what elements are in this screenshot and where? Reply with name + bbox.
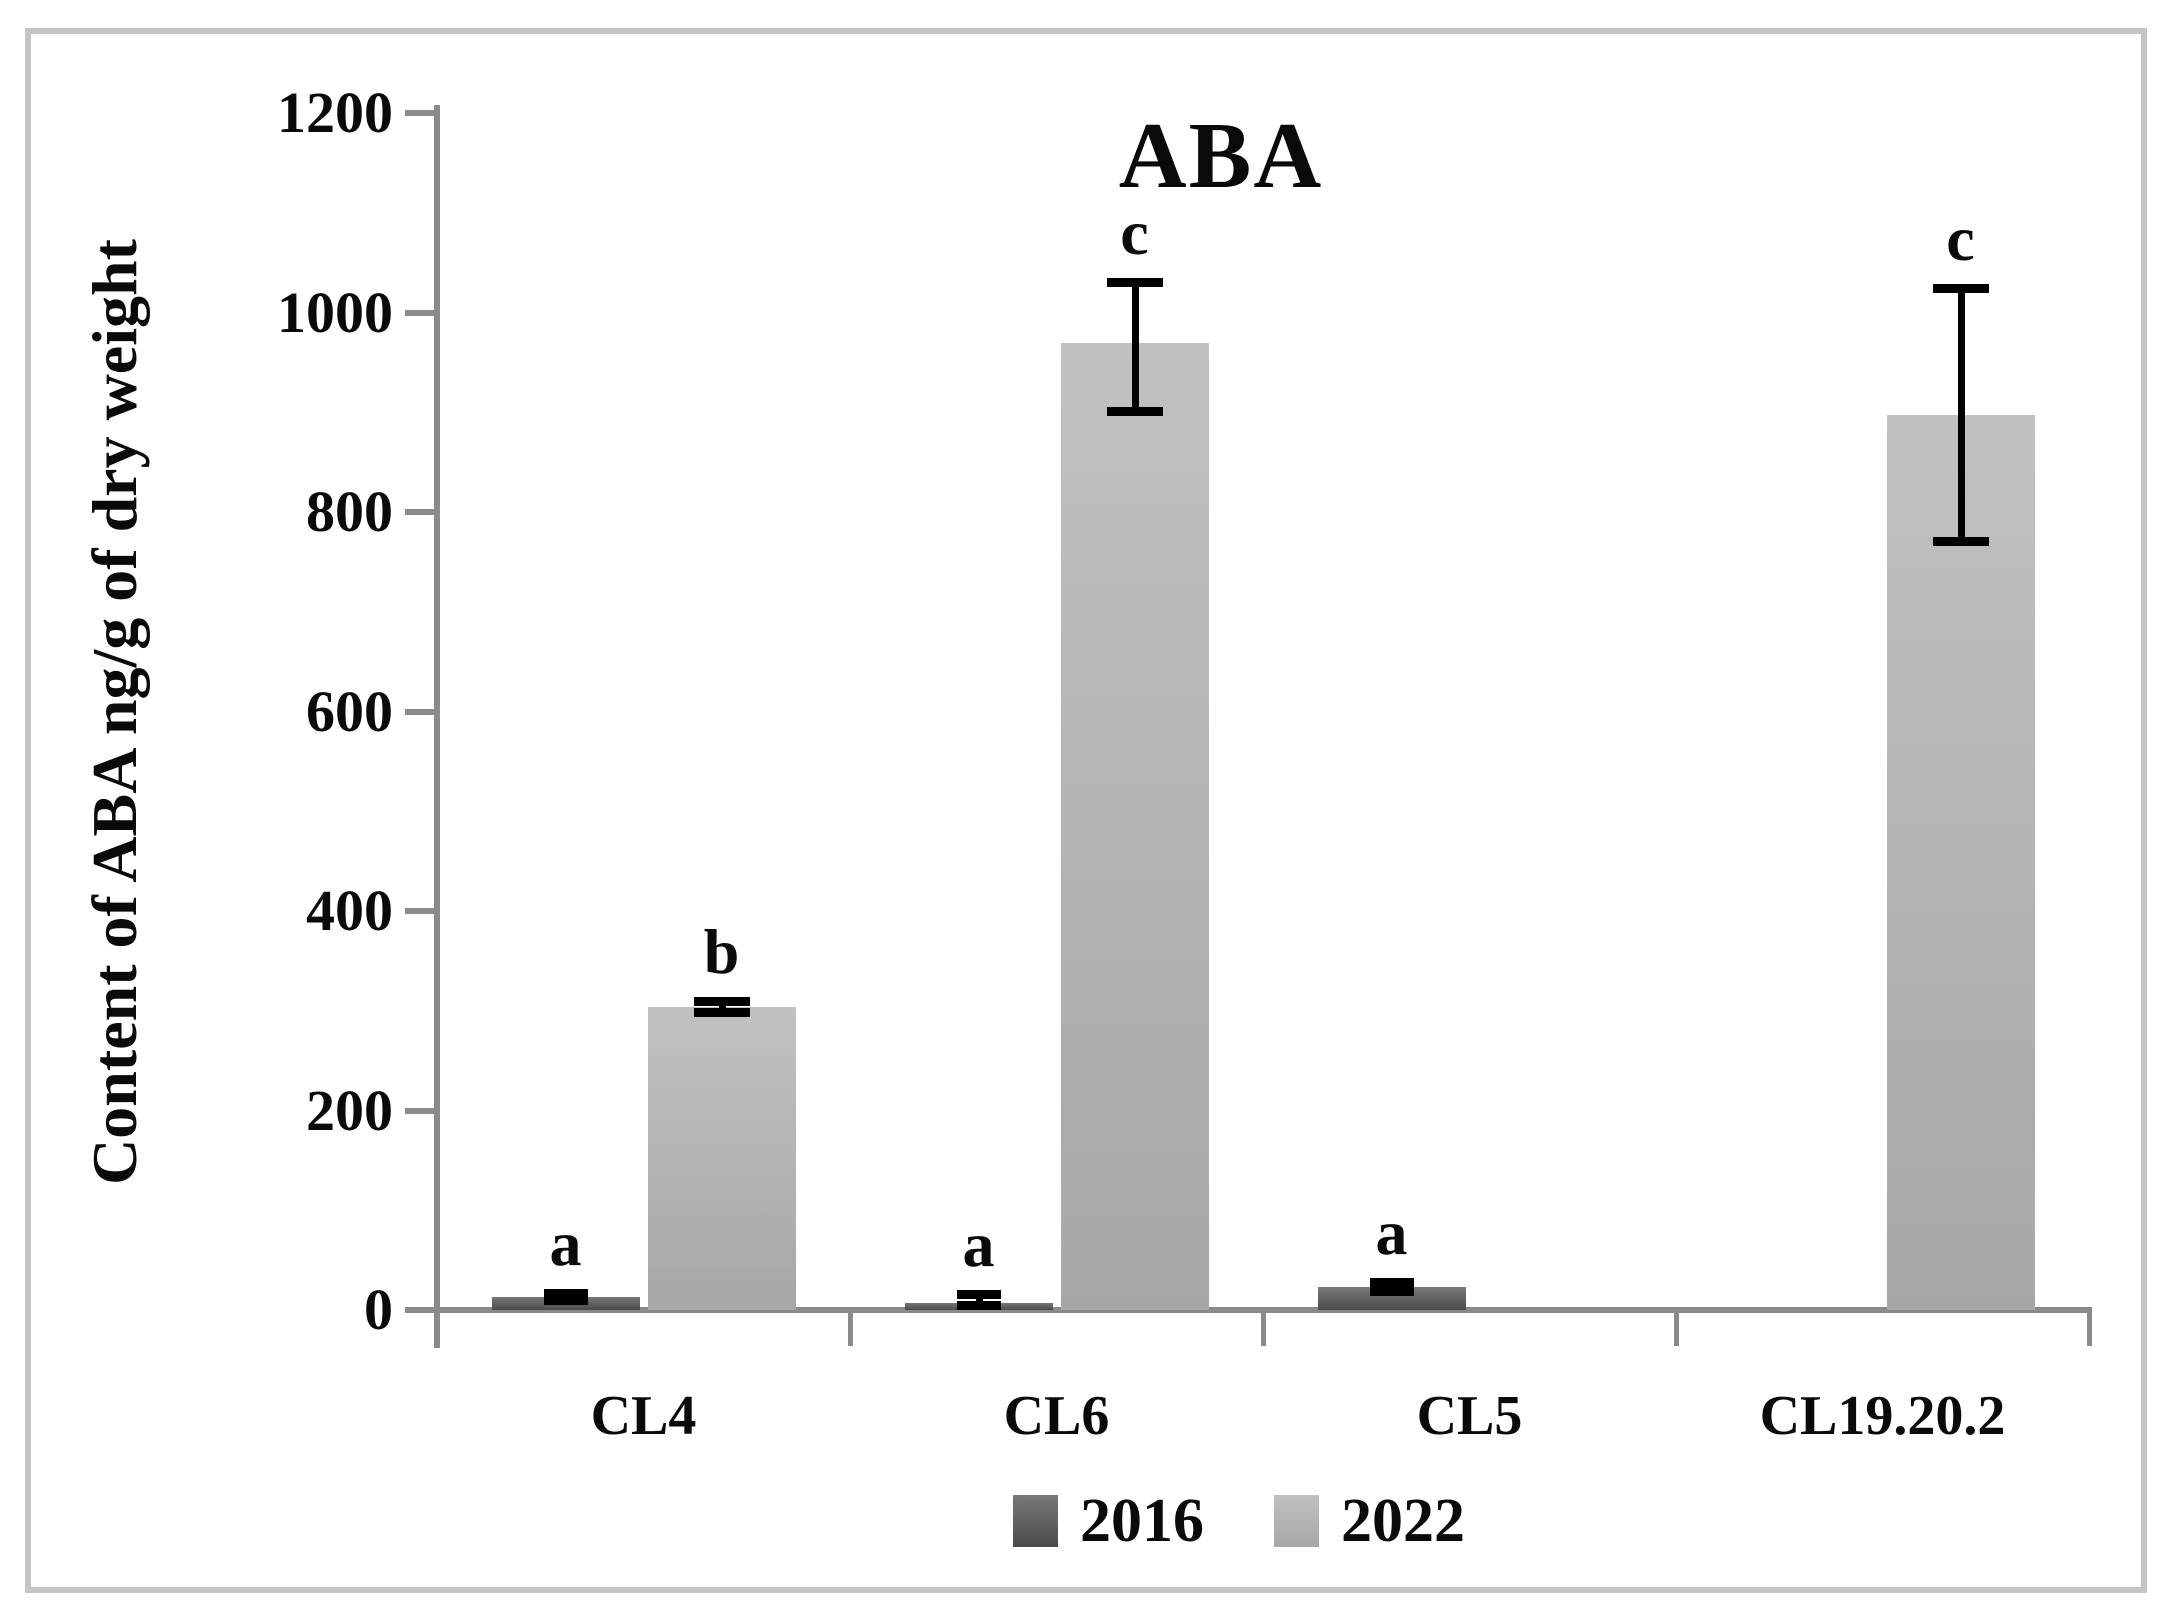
legend: 2016 2022 — [1013, 1490, 1465, 1552]
error-bar-cap-top — [1369, 1278, 1414, 1288]
y-tick-label: 1000 — [277, 279, 393, 345]
bar-2016-CL5 — [1317, 1287, 1466, 1310]
y-tick-label: 800 — [306, 479, 393, 544]
y-tick — [405, 110, 437, 116]
error-bar-cap-top — [1106, 277, 1163, 287]
significance-letter-CL6-2016: a — [962, 1209, 995, 1281]
chart-title: ABA — [1118, 104, 1324, 208]
x-category-label-CL6: CL6 — [1003, 1385, 1110, 1447]
legend-label-2022: 2022 — [1341, 1487, 1465, 1555]
significance-letter-CL5-2016: a — [1375, 1197, 1408, 1269]
y-tick — [405, 309, 437, 316]
y-tick — [405, 908, 437, 914]
y-tick-label: 600 — [306, 678, 393, 744]
significance-letter-CL6-2022: c — [1120, 196, 1149, 268]
y-tick-label: 400 — [306, 878, 393, 943]
legend-swatch-2016 — [1013, 1495, 1058, 1547]
y-tick-label: 1200 — [277, 80, 393, 145]
error-bar-stem — [1957, 287, 1965, 542]
y-axis-title: Content of ABA ng/g of dry weight — [79, 239, 150, 1185]
y-tick — [405, 1307, 437, 1313]
x-category-label-CL4: CL4 — [590, 1385, 697, 1447]
y-tick — [405, 708, 437, 715]
significance-letter-CL4-2016: a — [549, 1208, 582, 1280]
error-bar-cap-bottom — [1932, 536, 1989, 546]
error-bar-stem — [718, 1000, 726, 1013]
y-tick — [405, 1107, 437, 1114]
significance-letter-CL4-2022: b — [703, 915, 740, 987]
error-bar-cap-top — [693, 996, 750, 1006]
y-axis-line — [434, 105, 440, 1348]
x-tick — [848, 1310, 853, 1346]
significance-letter-CL19.20.2-2022: c — [1946, 202, 1975, 274]
bar-2022-CL6 — [1060, 343, 1209, 1310]
bar-2022-CL4 — [647, 1006, 796, 1310]
error-bar-cap-top — [1932, 283, 1989, 293]
x-tick — [435, 1310, 440, 1346]
error-bar-stem — [975, 1294, 983, 1306]
error-bar-cap-top — [543, 1289, 588, 1299]
error-bar-cap-bottom — [1106, 407, 1163, 417]
legend-label-2016: 2016 — [1080, 1487, 1204, 1555]
x-category-label-CL5: CL5 — [1416, 1385, 1523, 1447]
y-tick — [405, 509, 437, 515]
error-bar-cap-top — [956, 1290, 1001, 1300]
error-bar-stem — [1131, 281, 1139, 413]
y-tick-label: 200 — [306, 1077, 393, 1143]
y-tick-label: 0 — [364, 1277, 393, 1342]
legend-swatch-2022 — [1274, 1495, 1319, 1547]
bar-2022-CL19.20.2 — [1886, 415, 2035, 1310]
x-tick — [1674, 1310, 1679, 1346]
error-bar-cap-bottom — [543, 1296, 588, 1306]
legend-item-2016: 2016 — [1013, 1490, 1204, 1552]
x-tick — [1261, 1310, 1266, 1346]
error-bar-cap-bottom — [1369, 1287, 1414, 1297]
legend-item-2022: 2022 — [1274, 1490, 1465, 1552]
error-bar-cap-bottom — [956, 1301, 1001, 1310]
error-bar-cap-bottom — [693, 1007, 750, 1017]
x-axis-line — [405, 1307, 2092, 1313]
x-tick — [2087, 1310, 2092, 1346]
x-category-label-CL19.20.2: CL19.20.2 — [1759, 1385, 2006, 1447]
